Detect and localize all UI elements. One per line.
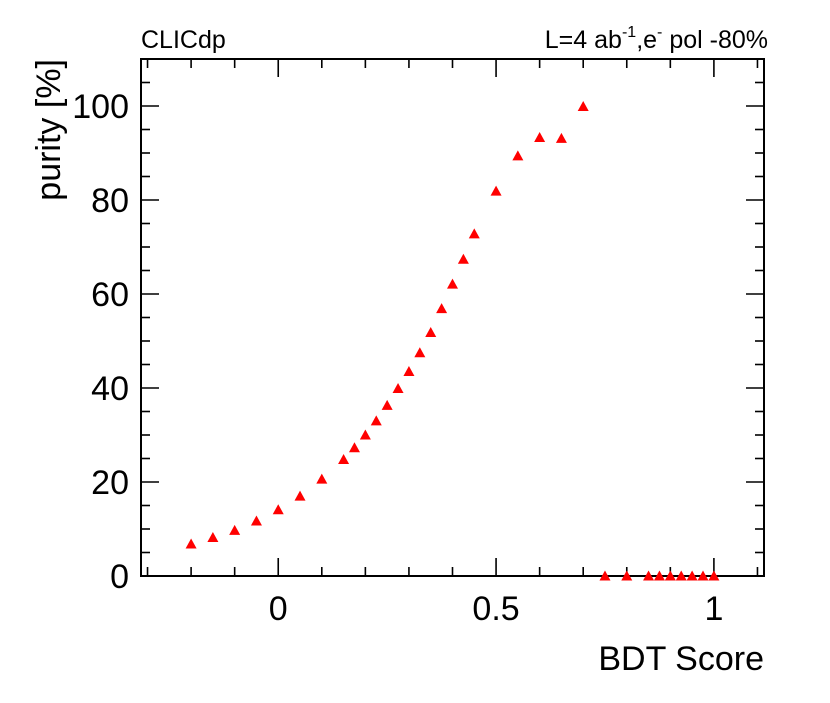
data-point-marker — [653, 570, 665, 581]
data-point-marker — [229, 524, 241, 535]
data-point-marker — [512, 150, 524, 161]
y-axis-title: purity [%] — [30, 59, 68, 201]
data-point-marker — [577, 100, 589, 111]
data-point-marker — [316, 473, 328, 484]
data-point-marker — [272, 504, 284, 515]
y-tick-label: 20 — [91, 464, 129, 502]
data-point-marker — [348, 442, 360, 453]
data-point-marker — [664, 570, 676, 581]
data-point-marker — [708, 570, 720, 581]
x-tick-label: 0.5 — [472, 590, 519, 628]
data-point-marker — [675, 570, 687, 581]
title-right-sup1: -1 — [622, 24, 636, 41]
title-right-mid: ,e — [636, 26, 657, 54]
data-point-marker — [697, 570, 709, 581]
data-point-marker — [457, 253, 469, 264]
data-point-marker — [294, 490, 306, 501]
axis-tick-labels: 0 0.5 1 0 20 40 60 80 100 — [72, 88, 723, 628]
data-point-marker — [250, 515, 262, 526]
data-markers — [185, 100, 720, 581]
data-point-marker — [185, 538, 197, 549]
data-point-marker — [490, 185, 502, 196]
y-tick-label: 60 — [91, 276, 129, 314]
data-point-marker — [359, 429, 371, 440]
data-point-marker — [447, 278, 458, 289]
data-point-marker — [381, 399, 393, 410]
data-point-marker — [643, 570, 655, 581]
chart-title-left: CLICdp — [141, 26, 226, 54]
data-point-marker — [555, 132, 567, 143]
x-tick-label: 1 — [704, 590, 723, 628]
data-point-marker — [436, 303, 448, 314]
data-point-marker — [534, 131, 546, 142]
data-point-marker — [468, 228, 480, 239]
data-point-marker — [370, 415, 382, 426]
title-right-prefix: L=4 ab — [545, 26, 622, 54]
y-tick-label: 80 — [91, 182, 129, 220]
data-point-marker — [686, 570, 698, 581]
data-point-marker — [599, 570, 611, 581]
axis-ticks — [141, 58, 764, 577]
data-point-marker — [338, 453, 350, 464]
plot-frame — [140, 58, 765, 577]
data-point-marker — [414, 347, 426, 358]
data-point-marker — [425, 327, 437, 338]
x-tick-label: 0 — [269, 590, 288, 628]
title-right-sup2: - — [657, 24, 662, 41]
data-point-marker — [621, 570, 633, 581]
x-axis-title: BDT Score — [598, 640, 764, 678]
data-point-marker — [207, 531, 219, 542]
title-right-suffix: pol -80% — [662, 26, 768, 54]
y-tick-label: 0 — [110, 558, 129, 596]
y-tick-label: 40 — [91, 370, 129, 408]
chart-title-right: L=4 ab-1,e- pol -80% — [545, 24, 768, 54]
data-point-marker — [392, 382, 404, 393]
data-point-marker — [403, 366, 415, 377]
y-tick-label: 100 — [72, 88, 129, 126]
